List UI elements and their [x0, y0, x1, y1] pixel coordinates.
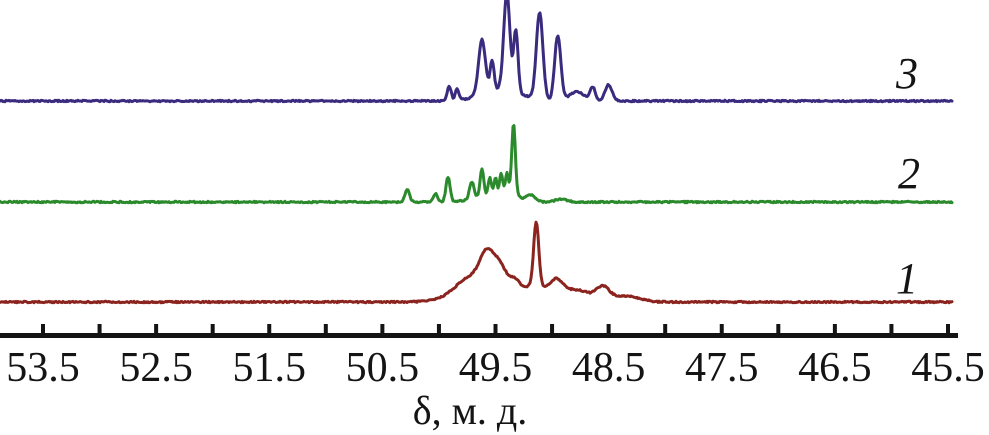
- x-axis-tick: [493, 324, 498, 335]
- x-axis-tick: [323, 324, 328, 335]
- x-axis-tick: [663, 324, 668, 335]
- x-axis-tick: [436, 324, 441, 335]
- x-tick-label: 48.5: [572, 345, 646, 391]
- x-axis-tick: [97, 324, 102, 335]
- x-axis-tick: [41, 324, 45, 335]
- x-tick-label: 46.5: [798, 345, 872, 391]
- x-axis-title: δ, м. д.: [413, 388, 528, 433]
- x-axis-tick: [154, 324, 159, 335]
- spectrum-trace-3: [0, 0, 954, 104]
- series-label-3: 3: [895, 49, 918, 98]
- x-axis-tick: [550, 324, 555, 335]
- series-label-2: 2: [898, 149, 920, 198]
- x-axis-tick: [210, 324, 215, 335]
- traces-layer: [0, 0, 954, 305]
- x-tick-label: 51.5: [233, 345, 307, 391]
- series-labels-layer: 1 2 3: [895, 49, 920, 303]
- x-axis-tick: [380, 324, 385, 335]
- x-axis-tick: [832, 324, 837, 335]
- x-tick-label: 50.5: [346, 345, 420, 391]
- x-tick-label: 49.5: [459, 345, 533, 391]
- x-tick-label: 53.5: [6, 345, 80, 391]
- x-tick-label: 45.5: [911, 345, 985, 391]
- x-tick-label: 52.5: [119, 345, 193, 391]
- x-axis-line: [0, 333, 958, 338]
- x-axis-tick: [889, 324, 894, 335]
- x-axis-tick: [606, 324, 611, 335]
- spectrum-trace-1: [0, 220, 954, 305]
- x-axis: 53.5 52.5 51.5 50.5 49.5 48.5 47.5 46.5 45.5: [0, 324, 985, 391]
- x-tick-label: 47.5: [685, 345, 759, 391]
- x-axis-tick: [776, 324, 781, 335]
- x-axis-tick: [719, 324, 724, 335]
- series-label-1: 1: [896, 254, 918, 303]
- spectrum-trace-2: [0, 124, 954, 205]
- x-axis-tick: [267, 324, 272, 335]
- x-axis-tick: [946, 324, 950, 335]
